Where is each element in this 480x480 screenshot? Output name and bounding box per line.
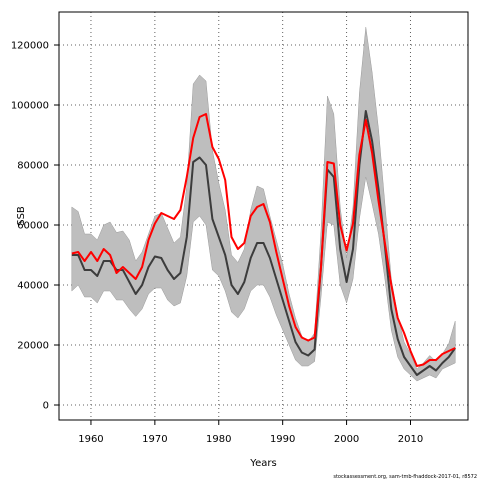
x-tick-label: 1970 [142,434,167,445]
y-tick-label: 0 [43,401,49,412]
y-tick-label: 100000 [11,101,49,112]
y-tick-label: 20000 [17,341,49,352]
series-lines [71,110,457,376]
source-credit: stockassessment.org, sam-tmb-fhaddock-20… [333,474,477,480]
y-tick-label: 60000 [17,221,49,232]
x-tick-label: 1960 [78,434,103,445]
y-tick-label: 120000 [11,41,49,52]
y-tick-label: 40000 [17,281,49,292]
plot-frame [58,11,469,421]
y-tick-label: 80000 [17,161,49,172]
x-axis-ticks: 1960 1970 1980 1990 2000 2010 [78,420,423,445]
x-tick-label: 1990 [270,434,295,445]
y-axis-label: SSB [16,206,27,226]
y-axis-ticks: 0 20000 40000 60000 80000 100000 120000 [11,41,59,412]
x-tick-label: 1980 [206,434,231,445]
x-tick-label: 2000 [334,434,359,445]
x-tick-label: 2010 [398,434,423,445]
estimate-line [71,110,457,376]
comparison-line [71,113,456,367]
x-axis-label: Years [249,458,276,469]
